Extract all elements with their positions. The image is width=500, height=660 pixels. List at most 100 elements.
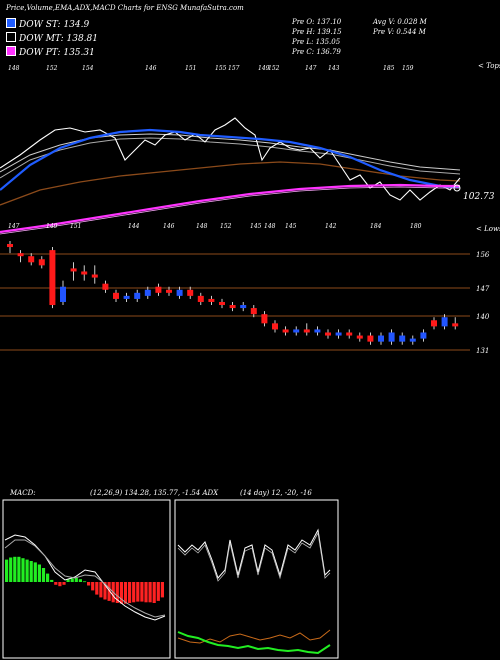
ema-upper-line bbox=[0, 133, 461, 173]
ohlc-open: Pre O: 137.10 bbox=[292, 18, 342, 26]
candle-body bbox=[250, 308, 257, 315]
candle-body bbox=[441, 317, 448, 327]
macd-histogram-bar bbox=[123, 582, 128, 604]
candle-body bbox=[356, 335, 363, 339]
candle-body bbox=[38, 259, 45, 266]
macd-histogram-bar bbox=[46, 573, 50, 582]
legend-swatch-dow-mt bbox=[6, 32, 16, 42]
macd-histogram-bar bbox=[21, 558, 25, 582]
candle-body bbox=[134, 292, 141, 299]
candle-body bbox=[378, 335, 384, 342]
macd-histogram-bar bbox=[103, 582, 107, 600]
macd-histogram-bar bbox=[74, 577, 78, 582]
signal-line bbox=[4, 539, 166, 618]
macd-histogram-bar bbox=[140, 582, 144, 602]
candle-body bbox=[346, 332, 353, 336]
top-tick-label: 159 bbox=[402, 65, 414, 72]
price-level-label: 131 bbox=[476, 347, 489, 355]
macd-histogram-bar bbox=[37, 564, 41, 582]
volume-pre: Pre V: 0.544 M bbox=[373, 28, 426, 36]
macd-histogram-bar bbox=[66, 579, 70, 582]
bottom-tick-label: 144 bbox=[128, 223, 140, 230]
top-tick-label: 148 bbox=[8, 65, 20, 72]
candle-body bbox=[261, 314, 268, 324]
bottom-tick-label: 145 bbox=[285, 223, 297, 230]
macd-histogram-bar bbox=[91, 582, 95, 591]
top-tick-label: 155 bbox=[215, 65, 227, 72]
candle-body bbox=[60, 286, 66, 302]
top-tick-label: 151 bbox=[185, 65, 196, 72]
bottom-tick-label: 145 bbox=[250, 223, 262, 230]
macd-histogram-bar bbox=[87, 582, 91, 586]
legend-swatch-dow-pt bbox=[6, 46, 16, 56]
candle-body bbox=[81, 271, 88, 275]
macd-histogram-bar bbox=[156, 582, 160, 601]
ema-mid-line bbox=[0, 137, 461, 179]
macd-histogram-bar bbox=[136, 582, 140, 602]
macd-histogram-bar bbox=[41, 568, 46, 582]
macd-histogram-bar bbox=[132, 582, 136, 603]
lows-label: < Lows bbox=[476, 225, 500, 233]
top-tick-label: 143 bbox=[328, 65, 340, 72]
candle-body bbox=[293, 329, 300, 333]
candle-body bbox=[399, 335, 406, 342]
candle-body bbox=[325, 332, 331, 336]
macd-histogram-bar bbox=[50, 579, 54, 582]
macd-histogram-bar bbox=[160, 582, 164, 598]
top-tick-label: 149 bbox=[258, 65, 270, 72]
candle-body bbox=[388, 332, 395, 342]
candle-body bbox=[91, 274, 98, 278]
legend-item-dow-pt: DOW PT: 135.31 bbox=[6, 46, 95, 58]
dow-st-line bbox=[0, 128, 461, 191]
candle-body bbox=[208, 298, 215, 302]
bottom-tick-label: 151 bbox=[70, 223, 81, 230]
candle-body bbox=[113, 292, 119, 299]
top-tick-label: 154 bbox=[82, 65, 94, 72]
adx-di-minus-line bbox=[177, 531, 331, 582]
price-level-label: 156 bbox=[476, 251, 490, 259]
current-value-label: 102.73 bbox=[463, 192, 495, 202]
adx-line bbox=[177, 631, 331, 655]
candle-body bbox=[314, 329, 321, 333]
bottom-tick-label: 142 bbox=[325, 223, 337, 230]
candle-body bbox=[303, 329, 310, 333]
macd-params: (12,26,9) 134.28, 135.77, -1.54 ADX bbox=[90, 489, 219, 497]
candle-body bbox=[431, 320, 437, 327]
candle-body bbox=[367, 335, 374, 342]
candle-body bbox=[240, 305, 247, 309]
macd-histogram-bar bbox=[82, 581, 87, 583]
dow-pt-line bbox=[0, 183, 460, 234]
dow-pt-shadow-line bbox=[0, 186, 460, 235]
macd-panel-frame bbox=[2, 499, 171, 659]
top-tick-label: 146 bbox=[145, 65, 157, 72]
macd-histogram-bar bbox=[99, 582, 103, 598]
legend-label-dow-st: DOW ST: 134.9 bbox=[19, 20, 90, 30]
macd-histogram-bar bbox=[25, 559, 29, 582]
macd-histogram-bar bbox=[152, 582, 156, 603]
bottom-tick-label: 149 bbox=[46, 223, 58, 230]
macd-histogram-bar bbox=[148, 582, 152, 603]
current-marker bbox=[453, 184, 461, 192]
tops-label: < Tops bbox=[478, 62, 500, 70]
candle-body bbox=[272, 323, 278, 330]
candle-body bbox=[155, 286, 162, 293]
legend-item-dow-st: DOW ST: 134.9 bbox=[6, 18, 89, 30]
macd-histogram-bar bbox=[70, 578, 74, 582]
macd-histogram-bar bbox=[17, 556, 21, 582]
macd-histogram-bar bbox=[144, 582, 148, 603]
candle-body bbox=[452, 323, 459, 327]
macd-histogram-bar bbox=[95, 582, 99, 595]
candle-body bbox=[335, 332, 342, 336]
macd-histogram-bar bbox=[9, 557, 13, 582]
adx-di-plus-line bbox=[177, 528, 331, 579]
bottom-tick-label: 147 bbox=[8, 223, 20, 230]
macd-line bbox=[4, 534, 166, 621]
ema-bottom-ticks: 147 149 151 144 146 148 152 145 148 145 142 184 180 bbox=[8, 223, 422, 230]
candle-body bbox=[144, 289, 151, 296]
candle-body bbox=[102, 283, 109, 290]
adx-orange-line bbox=[177, 629, 331, 644]
bottom-tick-label: 148 bbox=[196, 223, 208, 230]
ema-lines bbox=[0, 117, 461, 235]
